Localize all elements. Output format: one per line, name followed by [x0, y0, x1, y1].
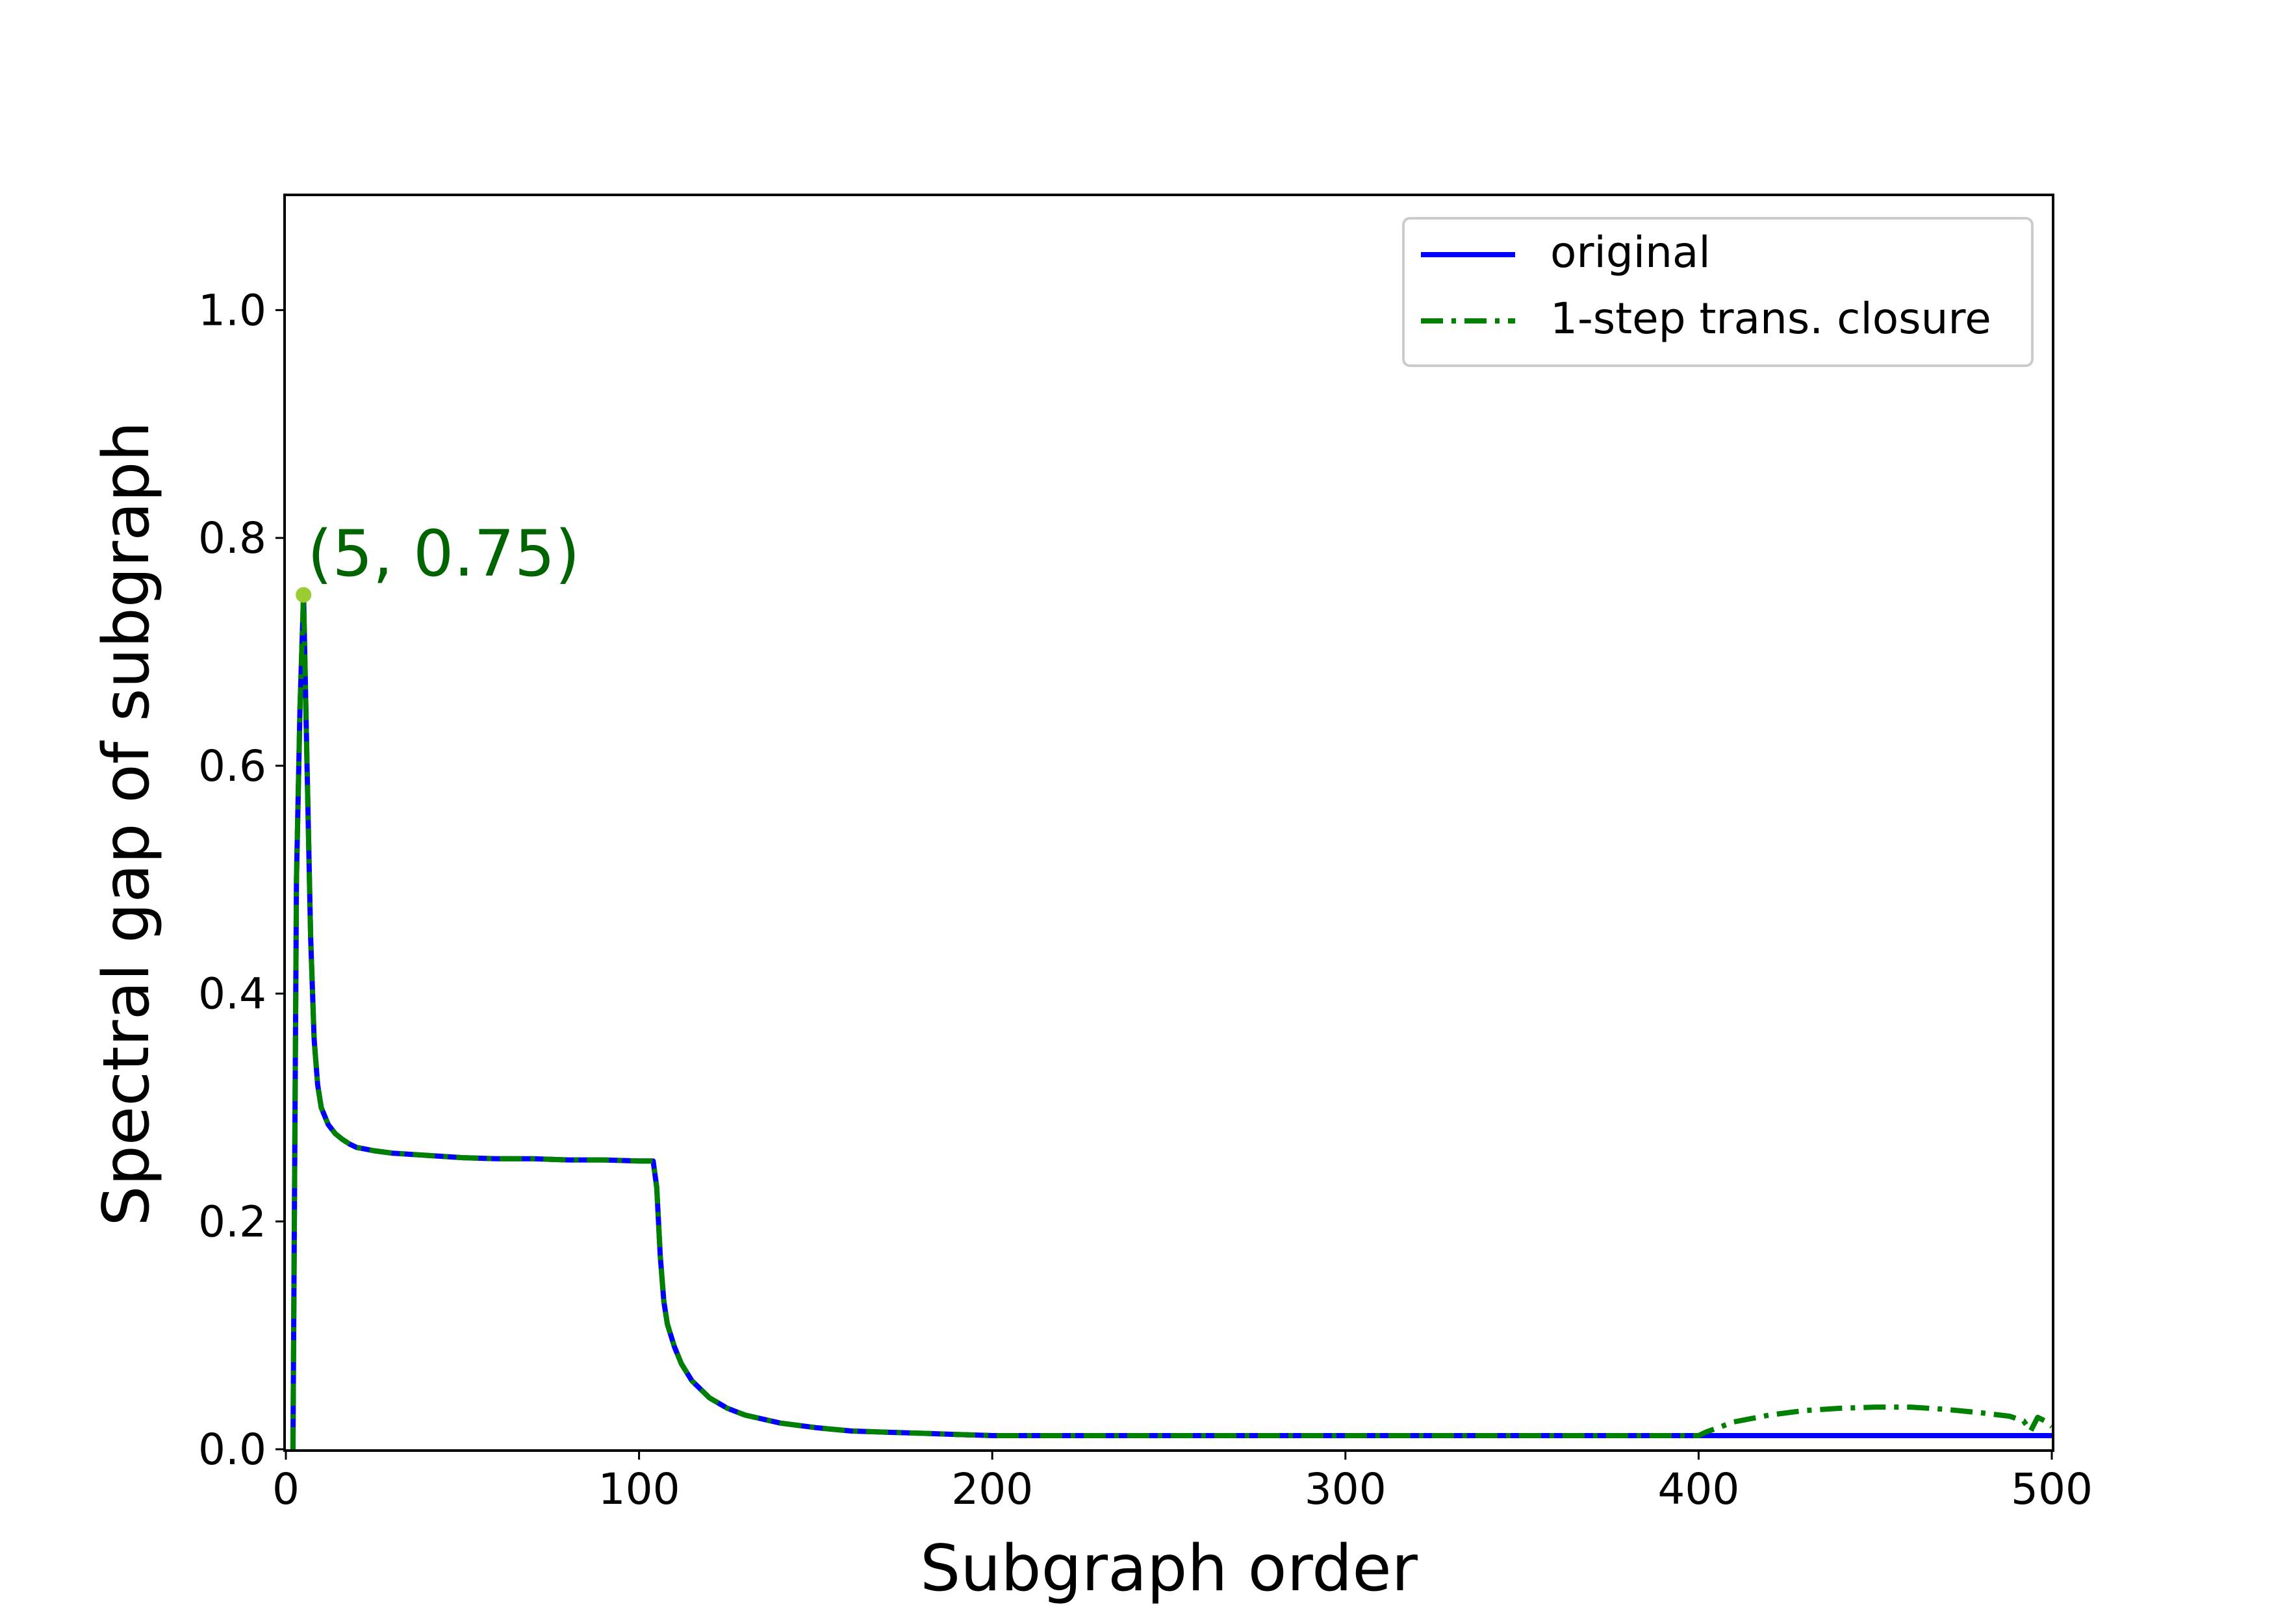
x-tick-label: 500 — [2011, 1464, 2093, 1514]
peak-annotation: (5, 0.75) — [296, 517, 580, 603]
y-tick-label: 0.6 — [198, 741, 266, 791]
y-tick-label: 1.0 — [198, 285, 266, 335]
legend: original 1-step trans. closure — [1402, 217, 2034, 367]
y-tick-label: 0.0 — [198, 1425, 266, 1475]
legend-label-original: original — [1550, 227, 1711, 277]
series-line-1 — [290, 592, 2054, 1450]
x-axis-label: Subgraph order — [920, 1532, 1418, 1606]
peak-label: (5, 0.75) — [307, 517, 580, 591]
x-tick-label: 300 — [1305, 1464, 1386, 1514]
y-axis-label: Spectral gap of subgraph — [90, 421, 164, 1226]
axes-frame — [283, 194, 2054, 1452]
legend-box — [1402, 217, 2034, 367]
x-tick-label: 400 — [1657, 1464, 1739, 1514]
x-axis-ticks: 0 100 200 300 400 500 — [272, 1450, 2093, 1514]
plot-lines — [290, 592, 2054, 1450]
y-tick-label: 0.4 — [198, 969, 266, 1019]
y-tick-label: 0.8 — [198, 513, 266, 563]
legend-label-trans-closure: 1-step trans. closure — [1550, 294, 1991, 344]
peak-marker — [296, 587, 312, 603]
y-axis-ticks: 0.0 0.2 0.4 0.6 0.8 1.0 — [198, 285, 285, 1475]
x-tick-label: 0 — [272, 1464, 300, 1514]
x-tick-label: 100 — [598, 1464, 680, 1514]
y-tick-label: 0.2 — [198, 1197, 266, 1247]
x-tick-label: 200 — [951, 1464, 1033, 1514]
